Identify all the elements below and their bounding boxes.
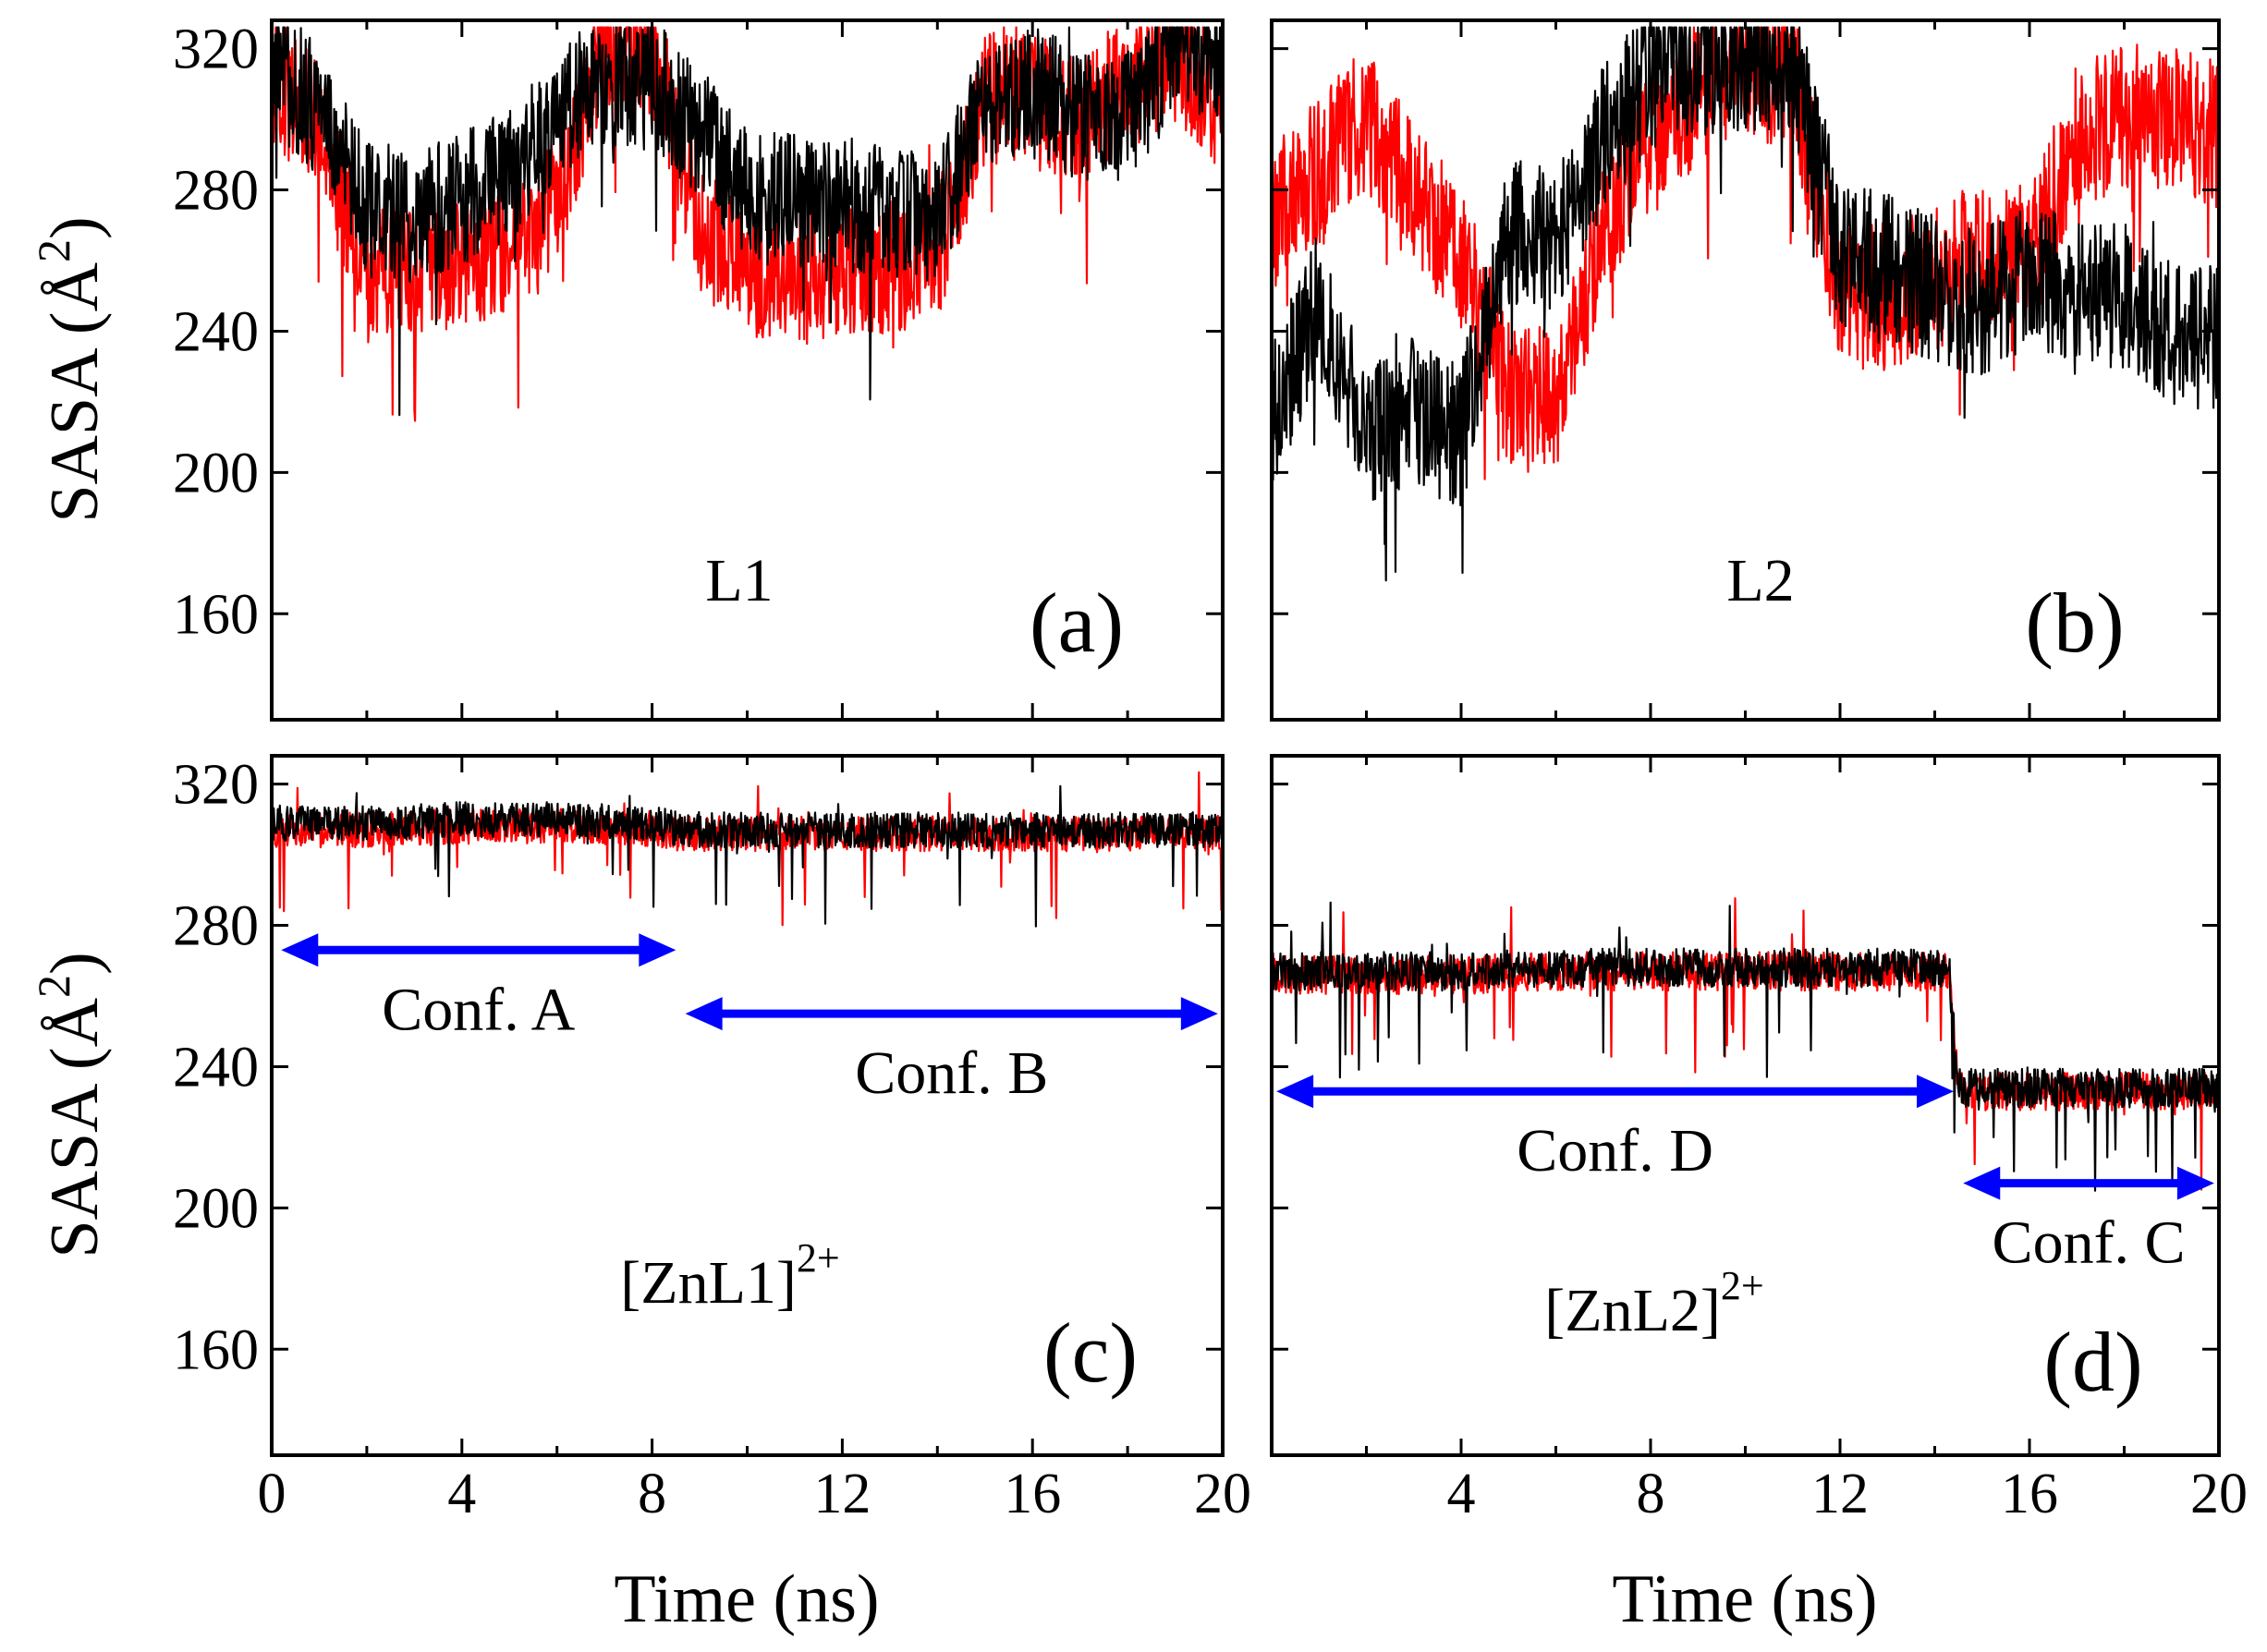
panel-c-ytick-label: 240 [173, 1036, 259, 1099]
panel-a-ylabel-sup: 2 [28, 239, 79, 262]
panel-b-traces [1270, 26, 2221, 582]
panel-d-annotations: Conf. D Conf. C [1276, 1075, 2214, 1277]
panel-d-series-red [1270, 897, 2221, 1191]
panel-a-ylabel-main: SASA (Å [37, 262, 113, 523]
panel-c-ytick-label: 160 [173, 1318, 259, 1381]
conf-label: Conf. C [1993, 1209, 2186, 1277]
panel-d-xtick-label: 16 [2001, 1463, 2058, 1525]
panel-d: 4 8 12 16 20 Conf. D Conf. C [ZnL2]2+ (d) Tim… [1270, 754, 2248, 1637]
conf-arrowhead-left [281, 933, 319, 967]
panel-a-axes: 160 200 240 280 320 [173, 18, 1225, 720]
panel-d-traces [1270, 897, 2221, 1192]
panel-a-frame [270, 18, 1225, 722]
panel-c-system-sup: 2+ [797, 1235, 840, 1281]
panel-a-label: (a) [1030, 576, 1124, 670]
panel-c-xtick-label: 4 [447, 1463, 476, 1525]
panel-d-xtick-label: 4 [1447, 1463, 1476, 1525]
panel-d-xtick-label: 20 [2190, 1463, 2248, 1525]
panel-c-ytick-label: 280 [173, 895, 259, 958]
panel-c-xtick-label: 12 [813, 1463, 871, 1525]
panel-c-xtick-label: 0 [258, 1463, 286, 1525]
panel-c-xtick-label: 20 [1194, 1463, 1251, 1525]
panel-a-ytick-label: 240 [173, 300, 259, 363]
conf-arrowhead-left [1276, 1075, 1314, 1109]
panel-a-traces [270, 26, 1225, 422]
panel-a-ytick-label: 320 [173, 18, 259, 81]
panel-c-annotations: Conf. A Conf. B [281, 933, 1218, 1107]
panel-d-xtick-label: 12 [1811, 1463, 1869, 1525]
conf-arrowhead-right [639, 933, 676, 967]
panel-c-ytick-label: 320 [173, 754, 259, 817]
panel-c-series-black [270, 784, 1225, 928]
panel-a-series-black [270, 26, 1225, 417]
conf-arrowhead-left [685, 997, 723, 1031]
panel-b-label: (b) [2025, 576, 2124, 670]
conf-label: Conf. B [855, 1039, 1048, 1107]
conf-label: Conf. D [1517, 1117, 1713, 1184]
panel-d-system-main: [ZnL2] [1544, 1277, 1721, 1344]
panel-d-system-label: [ZnL2]2+ [1544, 1263, 1763, 1344]
panel-d-system-sup: 2+ [1721, 1263, 1764, 1308]
panel-c-frame [270, 754, 1225, 1457]
panel-c-traces [270, 771, 1225, 928]
conf-arrowhead-right [1917, 1075, 1954, 1109]
conf-arrowhead-right [1180, 997, 1218, 1031]
panel-d-series-black [1270, 901, 2221, 1192]
panel-a-ytick-label: 200 [173, 442, 259, 504]
panel-b: L2 (b) [1270, 18, 2221, 722]
panel-c-ytick-label: 200 [173, 1177, 259, 1240]
panel-b-frame [1270, 18, 2221, 722]
panel-a-system-label: L1 [705, 547, 773, 614]
conf-arrowhead-right [2176, 1166, 2214, 1200]
panel-c-system-main: [ZnL1] [620, 1249, 797, 1317]
panel-b-system-label: L2 [1726, 547, 1794, 614]
panel-d-frame [1270, 754, 2221, 1457]
panel-d-axes: 4 8 12 16 20 [1270, 756, 2248, 1525]
panel-c-series-red [270, 771, 1225, 927]
panel-c-axes: 160 200 240 280 320 0 4 8 12 16 20 [173, 754, 1251, 1525]
panel-c-xlabel: Time (ns) [614, 1561, 879, 1637]
panel-d-xlabel: Time (ns) [1612, 1561, 1877, 1637]
panel-c-system-label: [ZnL1]2+ [620, 1235, 839, 1317]
conf-label: Conf. A [382, 976, 575, 1043]
panel-a-ytick-label: 160 [173, 583, 259, 646]
panel-c-ylabel-main: SASA (Å [37, 998, 113, 1258]
panel-c-xtick-label: 8 [638, 1463, 666, 1525]
panel-b-series-black [1270, 26, 2221, 582]
conf-arrowhead-left [1963, 1166, 2001, 1200]
panel-d-xtick-label: 8 [1637, 1463, 1665, 1525]
panel-a-ytick-label: 280 [173, 160, 259, 223]
panel-c-xtick-label: 16 [1004, 1463, 1061, 1525]
panel-d-label: (d) [2043, 1315, 2142, 1409]
panel-a: 160 200 240 280 320 L1 (a) SASA (Å2) [28, 18, 1225, 722]
panel-c-ylabel-sup: 2 [28, 975, 79, 998]
panel-c-label: (c) [1043, 1306, 1138, 1400]
panel-a-ylabel-close: ) [37, 216, 113, 239]
panel-a-ylabel: SASA (Å2) [28, 216, 113, 522]
panel-c-ylabel-close: ) [37, 952, 113, 975]
panel-b-series-red [1270, 26, 2221, 480]
panel-c-ylabel: SASA (Å2) [28, 952, 113, 1257]
